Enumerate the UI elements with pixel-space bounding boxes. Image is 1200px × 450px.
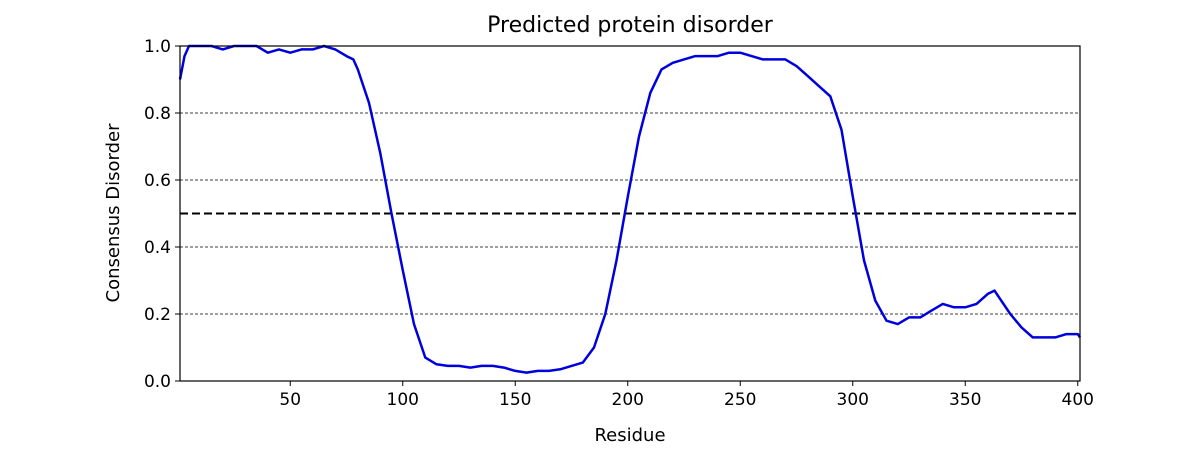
y-tick-label-4: 0.8 (144, 104, 171, 124)
x-tick-label-50: 50 (279, 390, 301, 410)
x-axis-label: Residue (594, 425, 665, 446)
plot-frame (179, 45, 1081, 382)
x-tick-label-100: 100 (387, 390, 419, 410)
x-tick-label-300: 300 (837, 390, 869, 410)
x-tick-label-200: 200 (612, 390, 644, 410)
x-tick-label-400: 400 (1062, 390, 1094, 410)
x-tick-label-350: 350 (949, 390, 981, 410)
disorder-series-line (178, 44, 1082, 374)
y-axis: 0.0 0.2 0.4 0.6 0.8 1.0 (144, 37, 180, 392)
x-tick-label-150: 150 (499, 390, 531, 410)
y-tick-label-3: 0.6 (144, 171, 171, 191)
y-axis-label: Consensus Disorder (103, 123, 124, 303)
y-tick-label-2: 0.4 (144, 238, 171, 258)
chart-title: Predicted protein disorder (487, 13, 774, 38)
y-tick-label-1: 0.2 (144, 305, 171, 325)
x-tick-label-250: 250 (724, 390, 756, 410)
y-tick-label-0: 0.0 (144, 372, 171, 392)
y-tick-label-5: 1.0 (144, 37, 171, 57)
x-axis: 50 100 150 200 250 300 350 400 (279, 381, 1094, 410)
